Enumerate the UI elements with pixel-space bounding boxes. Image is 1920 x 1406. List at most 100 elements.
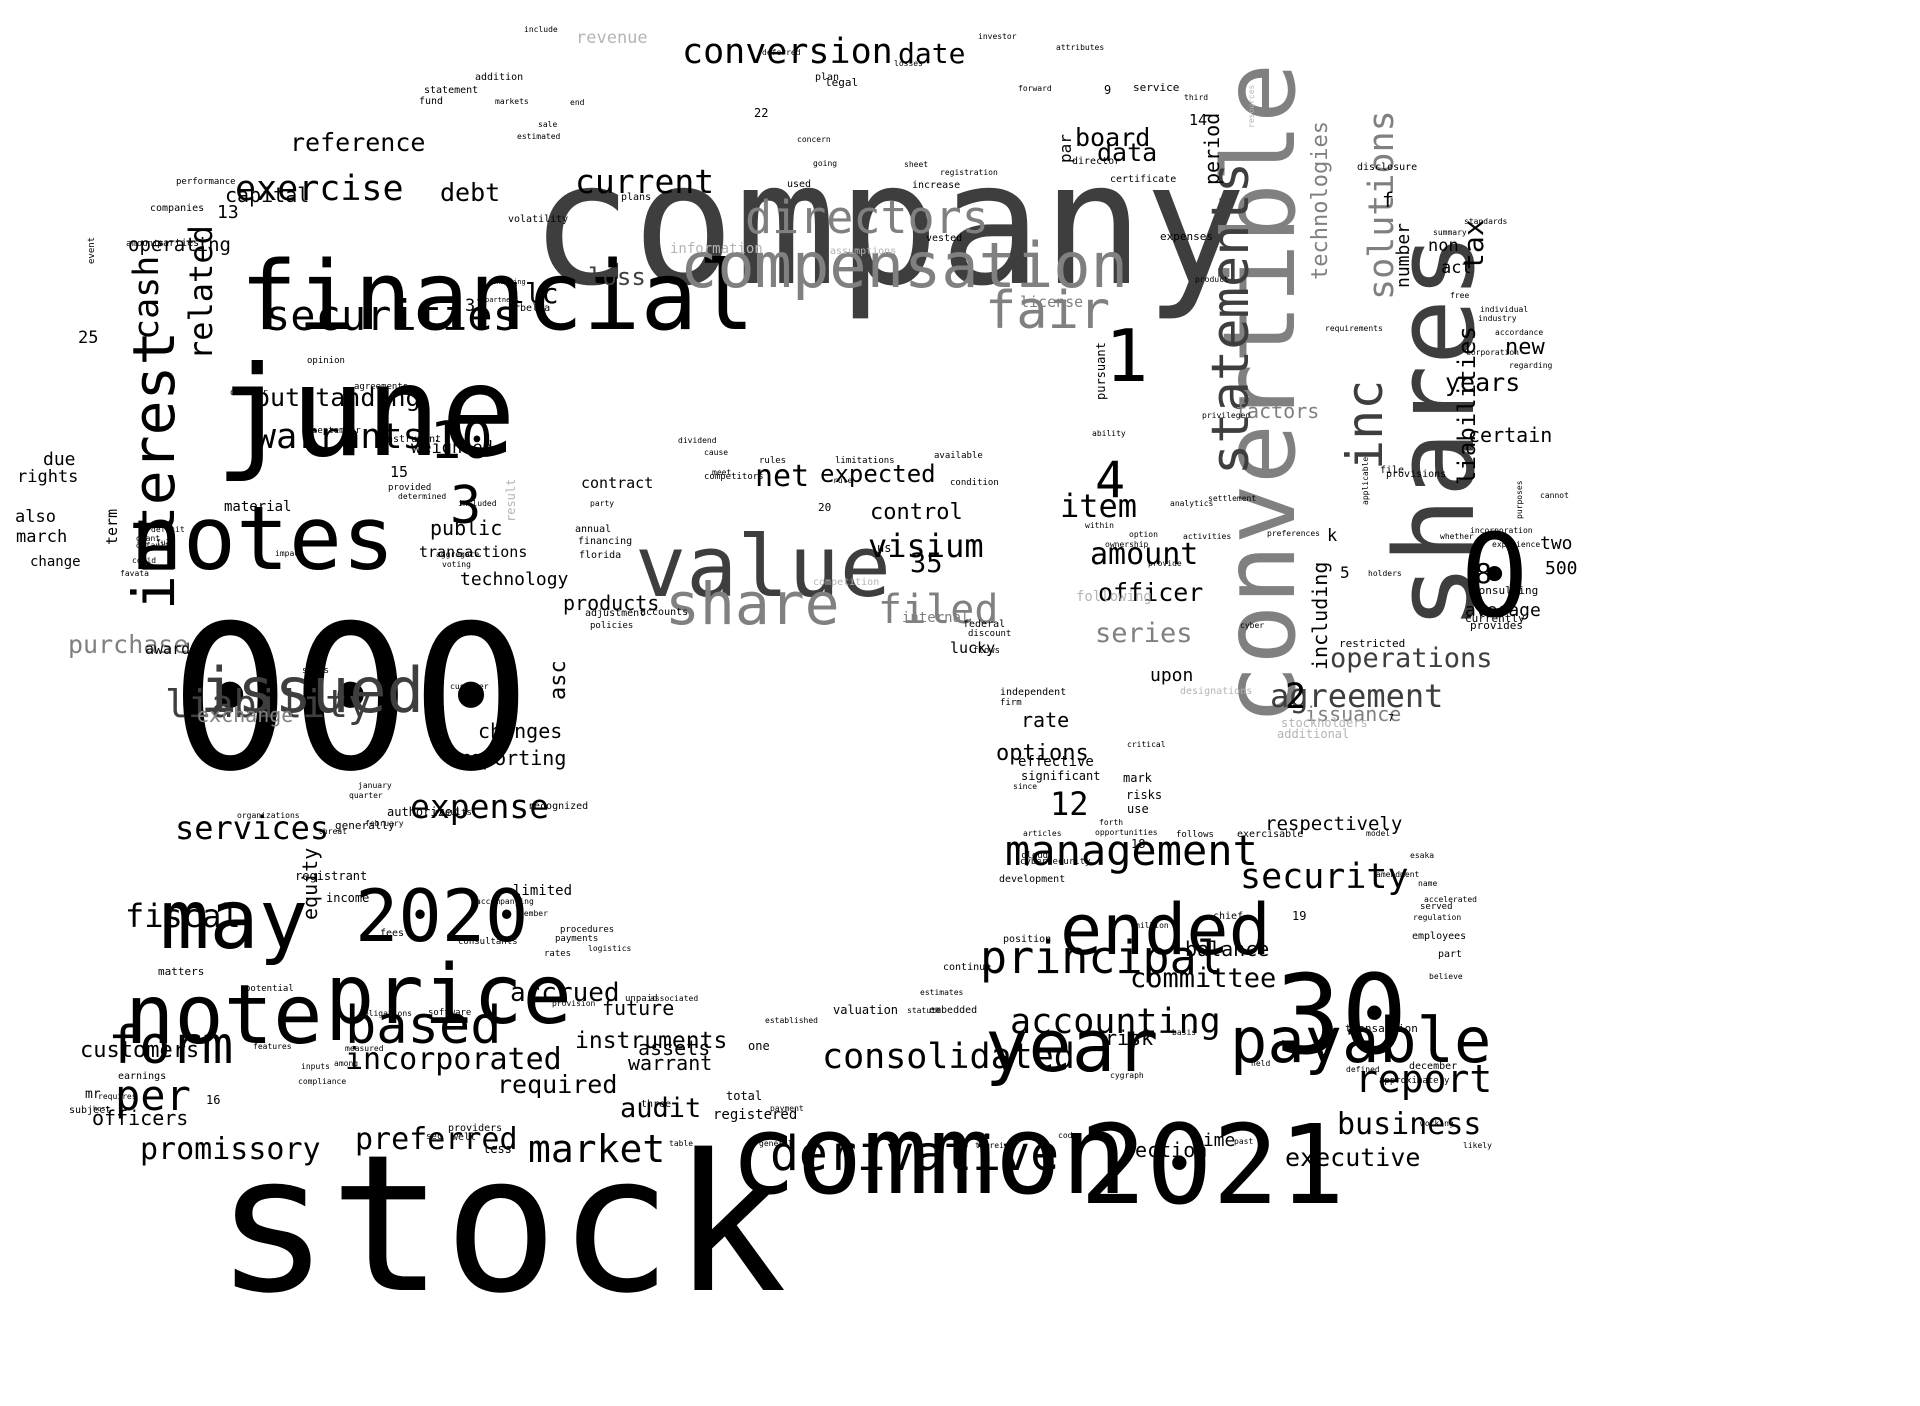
word-k: k xyxy=(1327,526,1338,546)
word-expense: expense xyxy=(410,787,550,826)
word-potential: potential xyxy=(245,984,294,994)
word-exercise: exercise xyxy=(235,169,404,209)
word-share: share xyxy=(665,570,840,638)
word-disclosure: disclosure xyxy=(1357,162,1418,173)
word-well: well xyxy=(452,1132,477,1143)
word-note: note xyxy=(125,968,323,1063)
word-500: 500 xyxy=(1545,558,1578,579)
word-date: date xyxy=(898,37,966,70)
word-accrued: accrued xyxy=(510,978,620,1008)
word-due: due xyxy=(43,449,76,470)
word-services: services xyxy=(175,809,330,847)
word-4: 4 xyxy=(1095,451,1126,509)
word-favata: favata xyxy=(120,569,149,578)
word-financial: financial xyxy=(240,242,755,352)
word-going: going xyxy=(813,159,838,168)
word-holders: holders xyxy=(1368,569,1402,578)
word-agreements: agreements xyxy=(354,382,409,392)
word-business: business xyxy=(1337,1107,1482,1142)
word-determined: determined xyxy=(398,492,447,501)
word-partners: partners xyxy=(485,296,519,304)
word-rates: rates xyxy=(544,949,572,959)
word-activities: activities xyxy=(1183,532,1232,541)
word-generally: generally xyxy=(335,819,395,832)
word-approximately: approximately xyxy=(1379,1076,1450,1086)
word-company: company xyxy=(530,126,1247,324)
word-officer: officer xyxy=(1098,578,1204,607)
word-awards: awards xyxy=(145,640,200,658)
word-audit: audit xyxy=(620,1093,702,1124)
word-ended: ended xyxy=(1060,889,1271,971)
word-january: january xyxy=(358,781,392,790)
word-internal: internal xyxy=(902,610,970,626)
word-within: within xyxy=(1085,521,1114,530)
word-code: code xyxy=(1058,1131,1078,1140)
word-voting: voting xyxy=(442,560,471,569)
word-16: 16 xyxy=(206,1093,221,1107)
word-statute: statute xyxy=(907,1006,941,1015)
word-6: 6 xyxy=(445,738,453,752)
word-operating: operating xyxy=(128,234,231,256)
word-rate: rate xyxy=(1021,708,1070,732)
word-designations: designations xyxy=(1180,686,1253,697)
word-losses: losses xyxy=(894,59,923,68)
word-served: served xyxy=(1420,902,1453,912)
word-fiscal: fiscal xyxy=(125,897,241,935)
word-follows: follows xyxy=(1176,830,1214,840)
word-forth: forth xyxy=(1099,818,1124,827)
word-believe: believe xyxy=(1429,972,1463,981)
word-opinion: opinion xyxy=(307,356,345,366)
word-customer: customer xyxy=(450,682,489,691)
word-risks: risks xyxy=(1126,788,1163,802)
word-pursuant: pursuant xyxy=(1094,342,1108,400)
word-provide: provide xyxy=(1148,559,1182,568)
word-event: event xyxy=(87,236,97,264)
word-impact: impact xyxy=(275,549,304,558)
word-directors: directors xyxy=(745,191,989,244)
word-2020: 2020 xyxy=(355,874,529,958)
word-cause: cause xyxy=(704,448,729,457)
word-license: license xyxy=(1020,293,1084,311)
word-registered: registered xyxy=(713,1107,798,1123)
word-consultants: consultants xyxy=(458,937,518,947)
word-change: change xyxy=(30,554,81,570)
word-years: years xyxy=(1445,368,1521,397)
word-stockholders: stockholders xyxy=(1281,716,1368,730)
word-filed: filed xyxy=(878,587,999,633)
word-assets: assets xyxy=(638,1036,711,1060)
word-30: 30 xyxy=(1275,951,1408,1079)
word-significant: significant xyxy=(1021,769,1101,783)
word-net: net xyxy=(755,459,810,494)
word-regulation: regulation xyxy=(1413,913,1462,922)
word-features: features xyxy=(253,1042,292,1051)
word-ability: ability xyxy=(1092,429,1126,438)
word-llc: llc xyxy=(508,277,559,310)
word-report: report xyxy=(1355,1057,1493,1101)
word-deficit: deficit xyxy=(151,525,185,534)
word-one: one xyxy=(748,1039,770,1053)
word-consulting: consulting xyxy=(1472,584,1539,597)
word-free: free xyxy=(1450,291,1470,300)
word-cyber: cyber xyxy=(1240,621,1265,630)
word-19: 19 xyxy=(1292,909,1307,923)
word-required: required xyxy=(497,1070,618,1099)
word-number: number xyxy=(1393,222,1414,288)
word-privileged: privileged xyxy=(1202,411,1251,420)
word-22: 22 xyxy=(754,106,769,120)
word-conversion: conversion xyxy=(682,32,893,72)
word-provisions: provisions xyxy=(1386,469,1447,480)
word-15: 15 xyxy=(390,463,409,481)
word-director: director xyxy=(1072,156,1121,167)
word-requirements: requirements xyxy=(1325,324,1383,333)
word-valuation: valuation xyxy=(833,1003,899,1017)
word-june: june xyxy=(215,340,517,485)
word-3: 3 xyxy=(450,476,482,536)
word-registration: registration xyxy=(940,168,998,177)
word-competition: competition xyxy=(813,577,880,588)
word-accounts: accounts xyxy=(640,607,689,618)
word-form: form xyxy=(108,1016,234,1076)
word-federal: federal xyxy=(963,619,1006,630)
word-product: product xyxy=(1195,275,1229,284)
word-term: term xyxy=(103,508,121,545)
word-outstanding: outstanding xyxy=(255,383,421,412)
